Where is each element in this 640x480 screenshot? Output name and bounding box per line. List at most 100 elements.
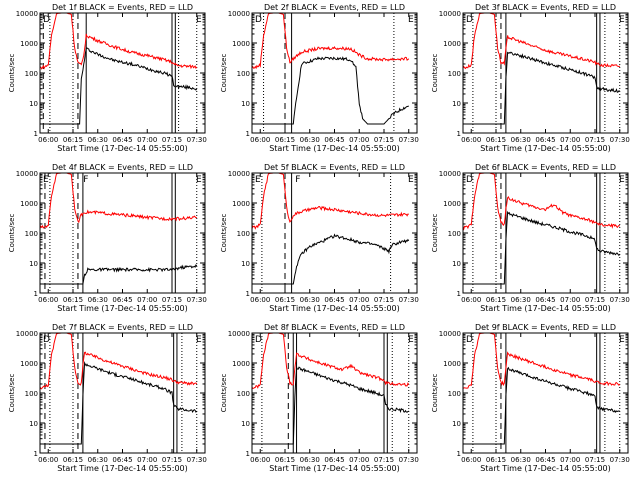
x-tick-label: 06:15 (63, 296, 83, 304)
corner-label: E (619, 15, 625, 25)
y-tick-label: 10000 (228, 330, 250, 338)
events-series-line (40, 264, 198, 285)
lld-series-line (40, 333, 198, 390)
panel-title: Det 6f BLACK = Events, RED = LLD (475, 163, 616, 172)
y-tick-label: 1000 (20, 40, 38, 48)
x-tick-label: 07:15 (585, 136, 605, 144)
x-tick-label: 06:45 (112, 136, 132, 144)
x-tick-label: 06:30 (88, 456, 108, 464)
y-tick-label: 1 (34, 290, 38, 298)
x-axis-label: Start Time (17-Dec-14 05:55:00) (269, 144, 400, 153)
y-tick-label: 100 (237, 70, 250, 78)
corner-label: E (196, 175, 202, 185)
x-axis-label: Start Time (17-Dec-14 05:55:00) (57, 464, 188, 473)
x-tick-label: 07:00 (137, 136, 157, 144)
y-tick-label: 10 (241, 420, 250, 428)
y-tick-label: 100 (25, 390, 38, 398)
y-tick-label: 1 (34, 130, 38, 138)
corner-label: D (43, 15, 50, 25)
y-tick-label: 1000 (443, 200, 461, 208)
lld-series-line (463, 333, 621, 389)
x-tick-label: 06:00 (38, 136, 58, 144)
y-tick-label: 10000 (228, 10, 250, 18)
plot-frame (462, 12, 629, 134)
y-tick-label: 100 (448, 230, 461, 238)
x-tick-label: 07:15 (162, 456, 182, 464)
x-tick-label: 06:30 (511, 456, 531, 464)
x-tick-label: 06:00 (250, 296, 270, 304)
events-series-line (463, 210, 621, 285)
y-tick-label: 1000 (20, 200, 38, 208)
y-tick-label: 10 (29, 100, 38, 108)
x-tick-label: 07:00 (349, 296, 369, 304)
panel-title: Det 2f BLACK = Events, RED = LLD (264, 3, 405, 12)
corner-label: E (408, 335, 414, 345)
plot-frame (39, 172, 206, 294)
y-axis-label: Counts/sec (8, 54, 16, 93)
y-tick-label: 100 (237, 230, 250, 238)
x-axis-label: Start Time (17-Dec-14 05:55:00) (57, 144, 188, 153)
y-axis-label: Counts/sec (8, 374, 16, 413)
x-tick-label: 07:00 (560, 136, 580, 144)
y-tick-label: 1 (457, 450, 461, 458)
corner-label: D (255, 335, 262, 345)
y-tick-label: 1000 (443, 360, 461, 368)
x-axis-label: Start Time (17-Dec-14 05:55:00) (57, 304, 188, 313)
x-tick-label: 06:30 (511, 136, 531, 144)
events-series-line (40, 47, 198, 125)
y-tick-label: 1 (246, 290, 250, 298)
x-tick-label: 07:30 (399, 456, 419, 464)
events-series-line (252, 365, 410, 445)
corner-label: D (43, 335, 50, 345)
corner-label: E (255, 175, 261, 185)
panel-title: Det 8f BLACK = Events, RED = LLD (264, 323, 405, 332)
x-tick-label: 07:30 (610, 296, 630, 304)
x-tick-label: 07:30 (187, 456, 207, 464)
y-tick-label: 1000 (20, 360, 38, 368)
corner-label: D (466, 15, 473, 25)
x-tick-label: 06:15 (486, 296, 506, 304)
lld-series-line (463, 13, 621, 70)
plot-frame (462, 332, 629, 454)
x-tick-label: 06:30 (88, 296, 108, 304)
x-tick-label: 06:15 (486, 456, 506, 464)
corner-label: E (196, 335, 202, 345)
y-axis-label: Counts/sec (431, 54, 439, 93)
x-tick-label: 06:45 (112, 296, 132, 304)
panel-title: Det 1f BLACK = Events, RED = LLD (52, 3, 193, 12)
events-series-line (252, 56, 410, 125)
x-tick-label: 06:00 (250, 456, 270, 464)
lld-series-line (463, 173, 621, 231)
x-tick-label: 06:45 (535, 136, 555, 144)
y-tick-label: 100 (25, 230, 38, 238)
y-axis-label: Counts/sec (220, 374, 228, 413)
x-tick-label: 06:30 (511, 296, 531, 304)
y-tick-label: 10000 (439, 170, 461, 178)
plot-frame (251, 172, 418, 294)
x-tick-label: 07:00 (349, 456, 369, 464)
y-axis-label: Counts/sec (431, 374, 439, 413)
y-tick-label: 10000 (16, 170, 38, 178)
y-tick-label: 100 (237, 390, 250, 398)
y-axis-label: Counts/sec (8, 214, 16, 253)
x-tick-label: 06:15 (486, 136, 506, 144)
events-series-line (252, 233, 410, 285)
x-tick-label: 06:45 (324, 296, 344, 304)
corner-label: D (255, 15, 262, 25)
x-tick-label: 07:30 (610, 456, 630, 464)
x-tick-label: 06:00 (461, 296, 481, 304)
x-tick-label: 07:00 (349, 136, 369, 144)
x-tick-label: 06:45 (324, 456, 344, 464)
events-series-line (40, 360, 198, 445)
y-tick-label: 10000 (439, 10, 461, 18)
y-tick-label: 1000 (232, 40, 250, 48)
x-tick-label: 07:30 (610, 136, 630, 144)
y-tick-label: 10000 (439, 330, 461, 338)
x-tick-label: 07:30 (187, 296, 207, 304)
